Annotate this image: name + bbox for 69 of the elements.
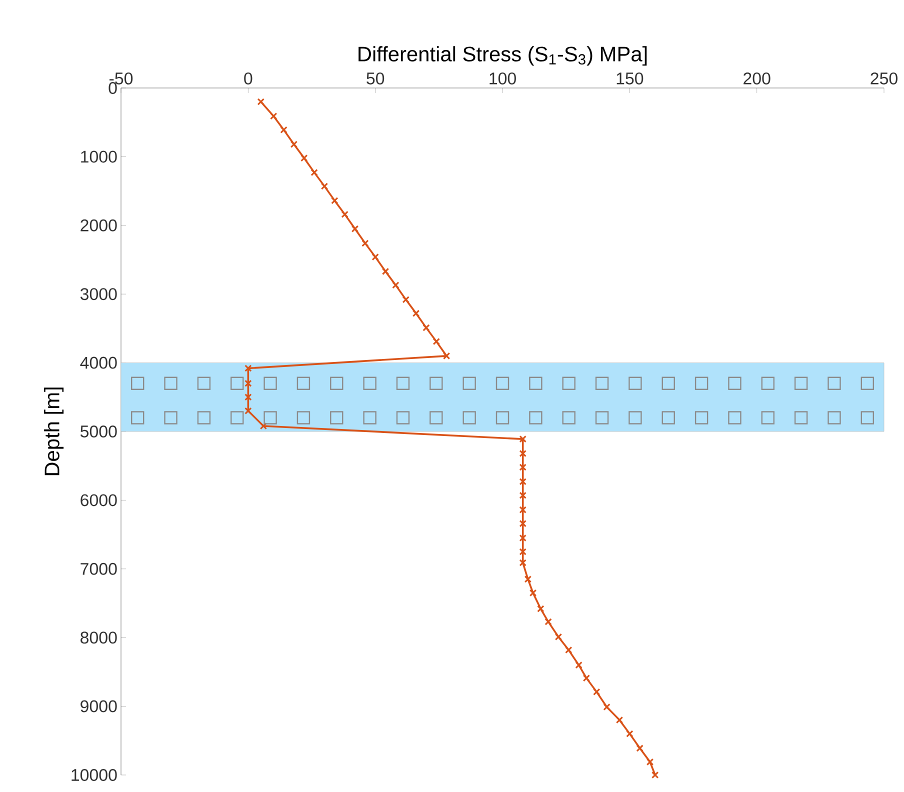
point — [257, 98, 265, 106]
point — [310, 168, 318, 176]
point — [280, 126, 288, 134]
x-tick-label: 200 — [744, 72, 770, 84]
point — [519, 450, 526, 458]
point — [432, 338, 440, 346]
x-tick-label: 250 — [870, 72, 898, 84]
y-tick-label: 8000 — [80, 632, 117, 644]
point — [372, 253, 379, 261]
point — [422, 324, 430, 332]
x-tick-label: 50 — [366, 72, 384, 84]
x-tick-label: -50 — [110, 72, 133, 84]
point — [270, 112, 278, 120]
y-tick-label: 3000 — [80, 288, 117, 300]
point — [290, 140, 298, 148]
point — [519, 435, 526, 443]
point — [382, 268, 390, 276]
point — [537, 605, 544, 612]
y-tick-label: 5000 — [80, 425, 117, 438]
y-tick-label: 1000 — [81, 150, 117, 163]
point — [519, 548, 526, 556]
y-tick-label: 7000 — [80, 562, 117, 575]
point — [544, 618, 552, 626]
point — [529, 589, 537, 597]
point — [351, 225, 359, 232]
point — [616, 716, 624, 724]
point — [554, 633, 562, 641]
point — [519, 464, 526, 471]
point — [244, 364, 252, 372]
point — [442, 352, 450, 360]
point — [651, 771, 659, 779]
point — [320, 182, 328, 190]
point — [582, 674, 590, 682]
point — [331, 197, 338, 204]
point — [575, 661, 582, 669]
point — [402, 296, 410, 304]
point — [519, 520, 526, 528]
y-tick-label: 0 — [108, 82, 117, 94]
x-tick-label: 150 — [616, 72, 644, 84]
point — [244, 407, 252, 415]
y-tick-label: 2000 — [80, 219, 117, 232]
y-tick-label: 10000 — [72, 768, 117, 781]
point — [362, 240, 369, 247]
y-tick-label: 9000 — [80, 700, 117, 712]
point — [565, 646, 572, 654]
y-tick-label: 6000 — [80, 494, 117, 506]
x-axis-title: Differential Stress (S$_{1}$-S$_{3}$) MPa] — [358, 46, 647, 66]
point — [392, 282, 400, 289]
x-tick-label: 100 — [490, 72, 516, 84]
point — [300, 154, 308, 162]
point — [636, 744, 644, 752]
point — [646, 758, 654, 766]
point — [626, 730, 634, 738]
point — [260, 422, 268, 430]
x-tick-label: 0 — [244, 72, 252, 84]
y-tick-label: 4000 — [80, 356, 117, 369]
point — [519, 492, 526, 500]
point — [592, 688, 600, 696]
point — [519, 506, 526, 514]
point — [603, 703, 610, 711]
point — [341, 210, 348, 218]
point — [244, 380, 252, 388]
y-axis-title: Depth [m] — [44, 388, 64, 476]
point — [412, 310, 420, 317]
point — [244, 394, 252, 401]
point — [524, 576, 532, 583]
point — [519, 534, 526, 542]
point — [519, 559, 526, 566]
point — [519, 478, 526, 486]
